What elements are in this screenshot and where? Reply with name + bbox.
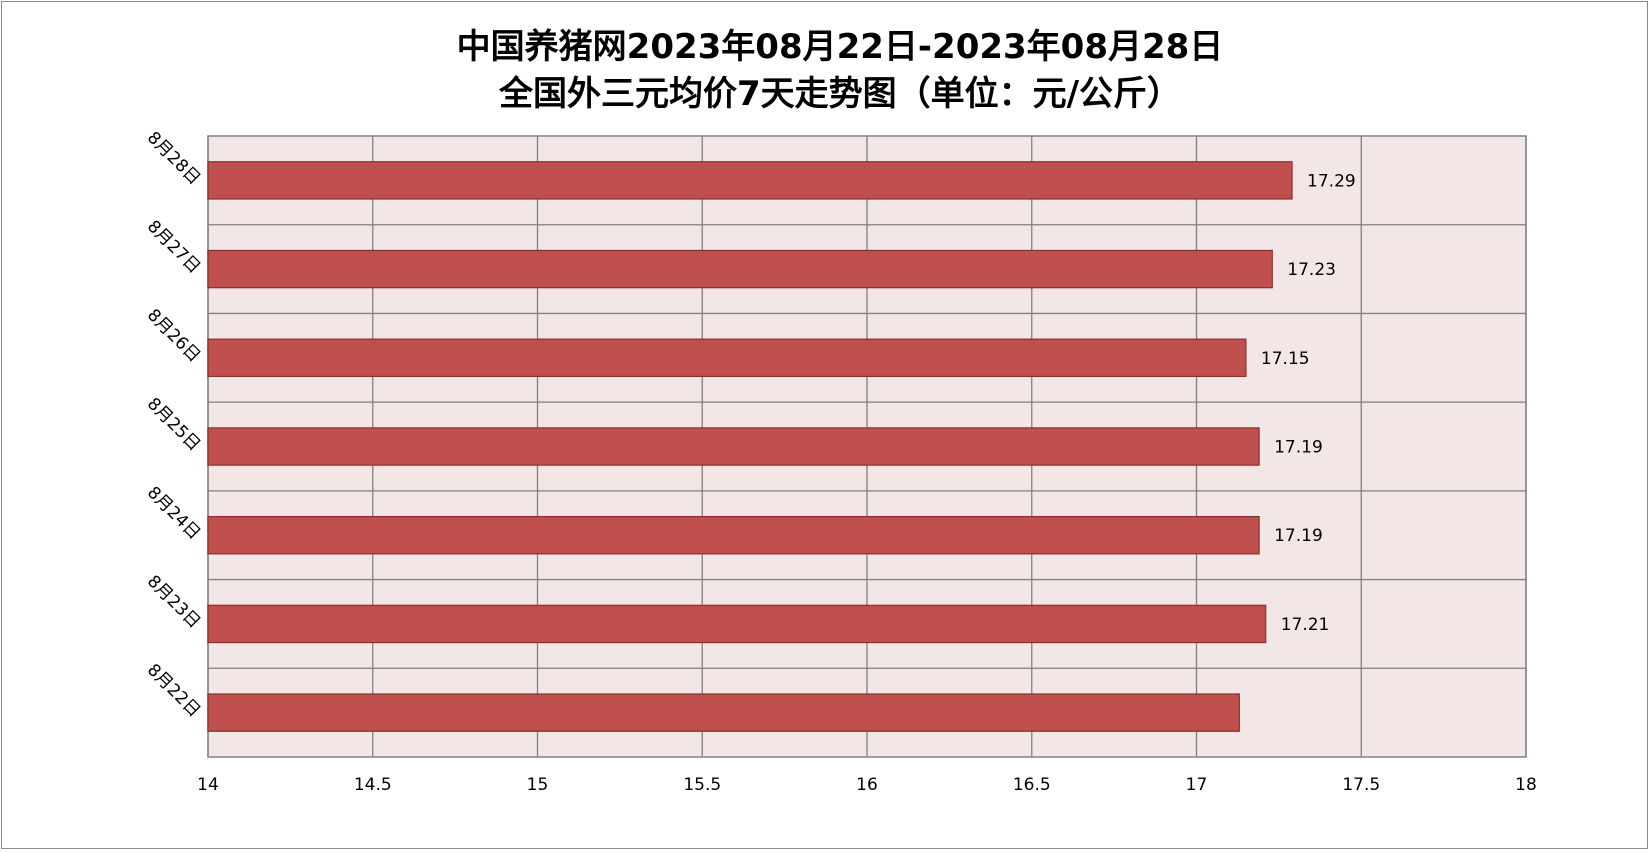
- bar: [207, 338, 1247, 378]
- bar: [207, 427, 1260, 466]
- chart-title-line-1: 中国养猪网2023年08月22日-2023年08月28日: [457, 27, 1224, 67]
- x-tick-label: 18: [1515, 775, 1537, 795]
- data-label: 17.29: [1307, 171, 1356, 191]
- bar: [207, 693, 1240, 732]
- category-label: 8月27日: [143, 217, 204, 278]
- bar: [207, 604, 1267, 644]
- grid-lines: [207, 136, 1527, 757]
- data-labels: 17.21 17.19 17.19 17.15 17.23 17.29: [1261, 171, 1356, 635]
- x-tick-label: 17.5: [1342, 775, 1380, 795]
- x-tick-label: 14: [197, 775, 219, 795]
- bar: [207, 161, 1293, 200]
- y-axis-category-labels: 8月22日 8月23日 8月24日 8月25日 8月26日 8月27日 8月28日: [143, 128, 204, 721]
- bars: [207, 161, 1293, 732]
- category-label: 8月22日: [143, 660, 204, 721]
- bar: [207, 249, 1273, 289]
- chart-title-line-2: 全国外三元均价7天走势图（单位：元/公斤）: [498, 74, 1181, 114]
- data-label: 17.23: [1287, 260, 1336, 280]
- x-tick-label: 16.5: [1013, 775, 1051, 795]
- bar: [207, 515, 1260, 555]
- x-tick-label: 15: [527, 775, 549, 795]
- category-label: 8月26日: [143, 305, 204, 366]
- category-label: 8月28日: [143, 128, 204, 189]
- category-label: 8月24日: [143, 483, 204, 544]
- x-tick-label: 17: [1186, 775, 1208, 795]
- category-label: 8月23日: [143, 571, 204, 632]
- data-label: 17.19: [1274, 526, 1323, 546]
- category-label: 8月25日: [143, 394, 204, 455]
- x-axis-tick-labels: 14 14.5 15 15.5 16 16.5 17 17.5 18: [197, 775, 1537, 795]
- data-label: 17.15: [1261, 349, 1310, 369]
- x-tick-label: 15.5: [683, 775, 721, 795]
- x-tick-label: 14.5: [354, 775, 392, 795]
- data-label: 17.21: [1281, 615, 1330, 635]
- data-label: 17.19: [1274, 438, 1323, 458]
- x-tick-label: 16: [856, 775, 878, 795]
